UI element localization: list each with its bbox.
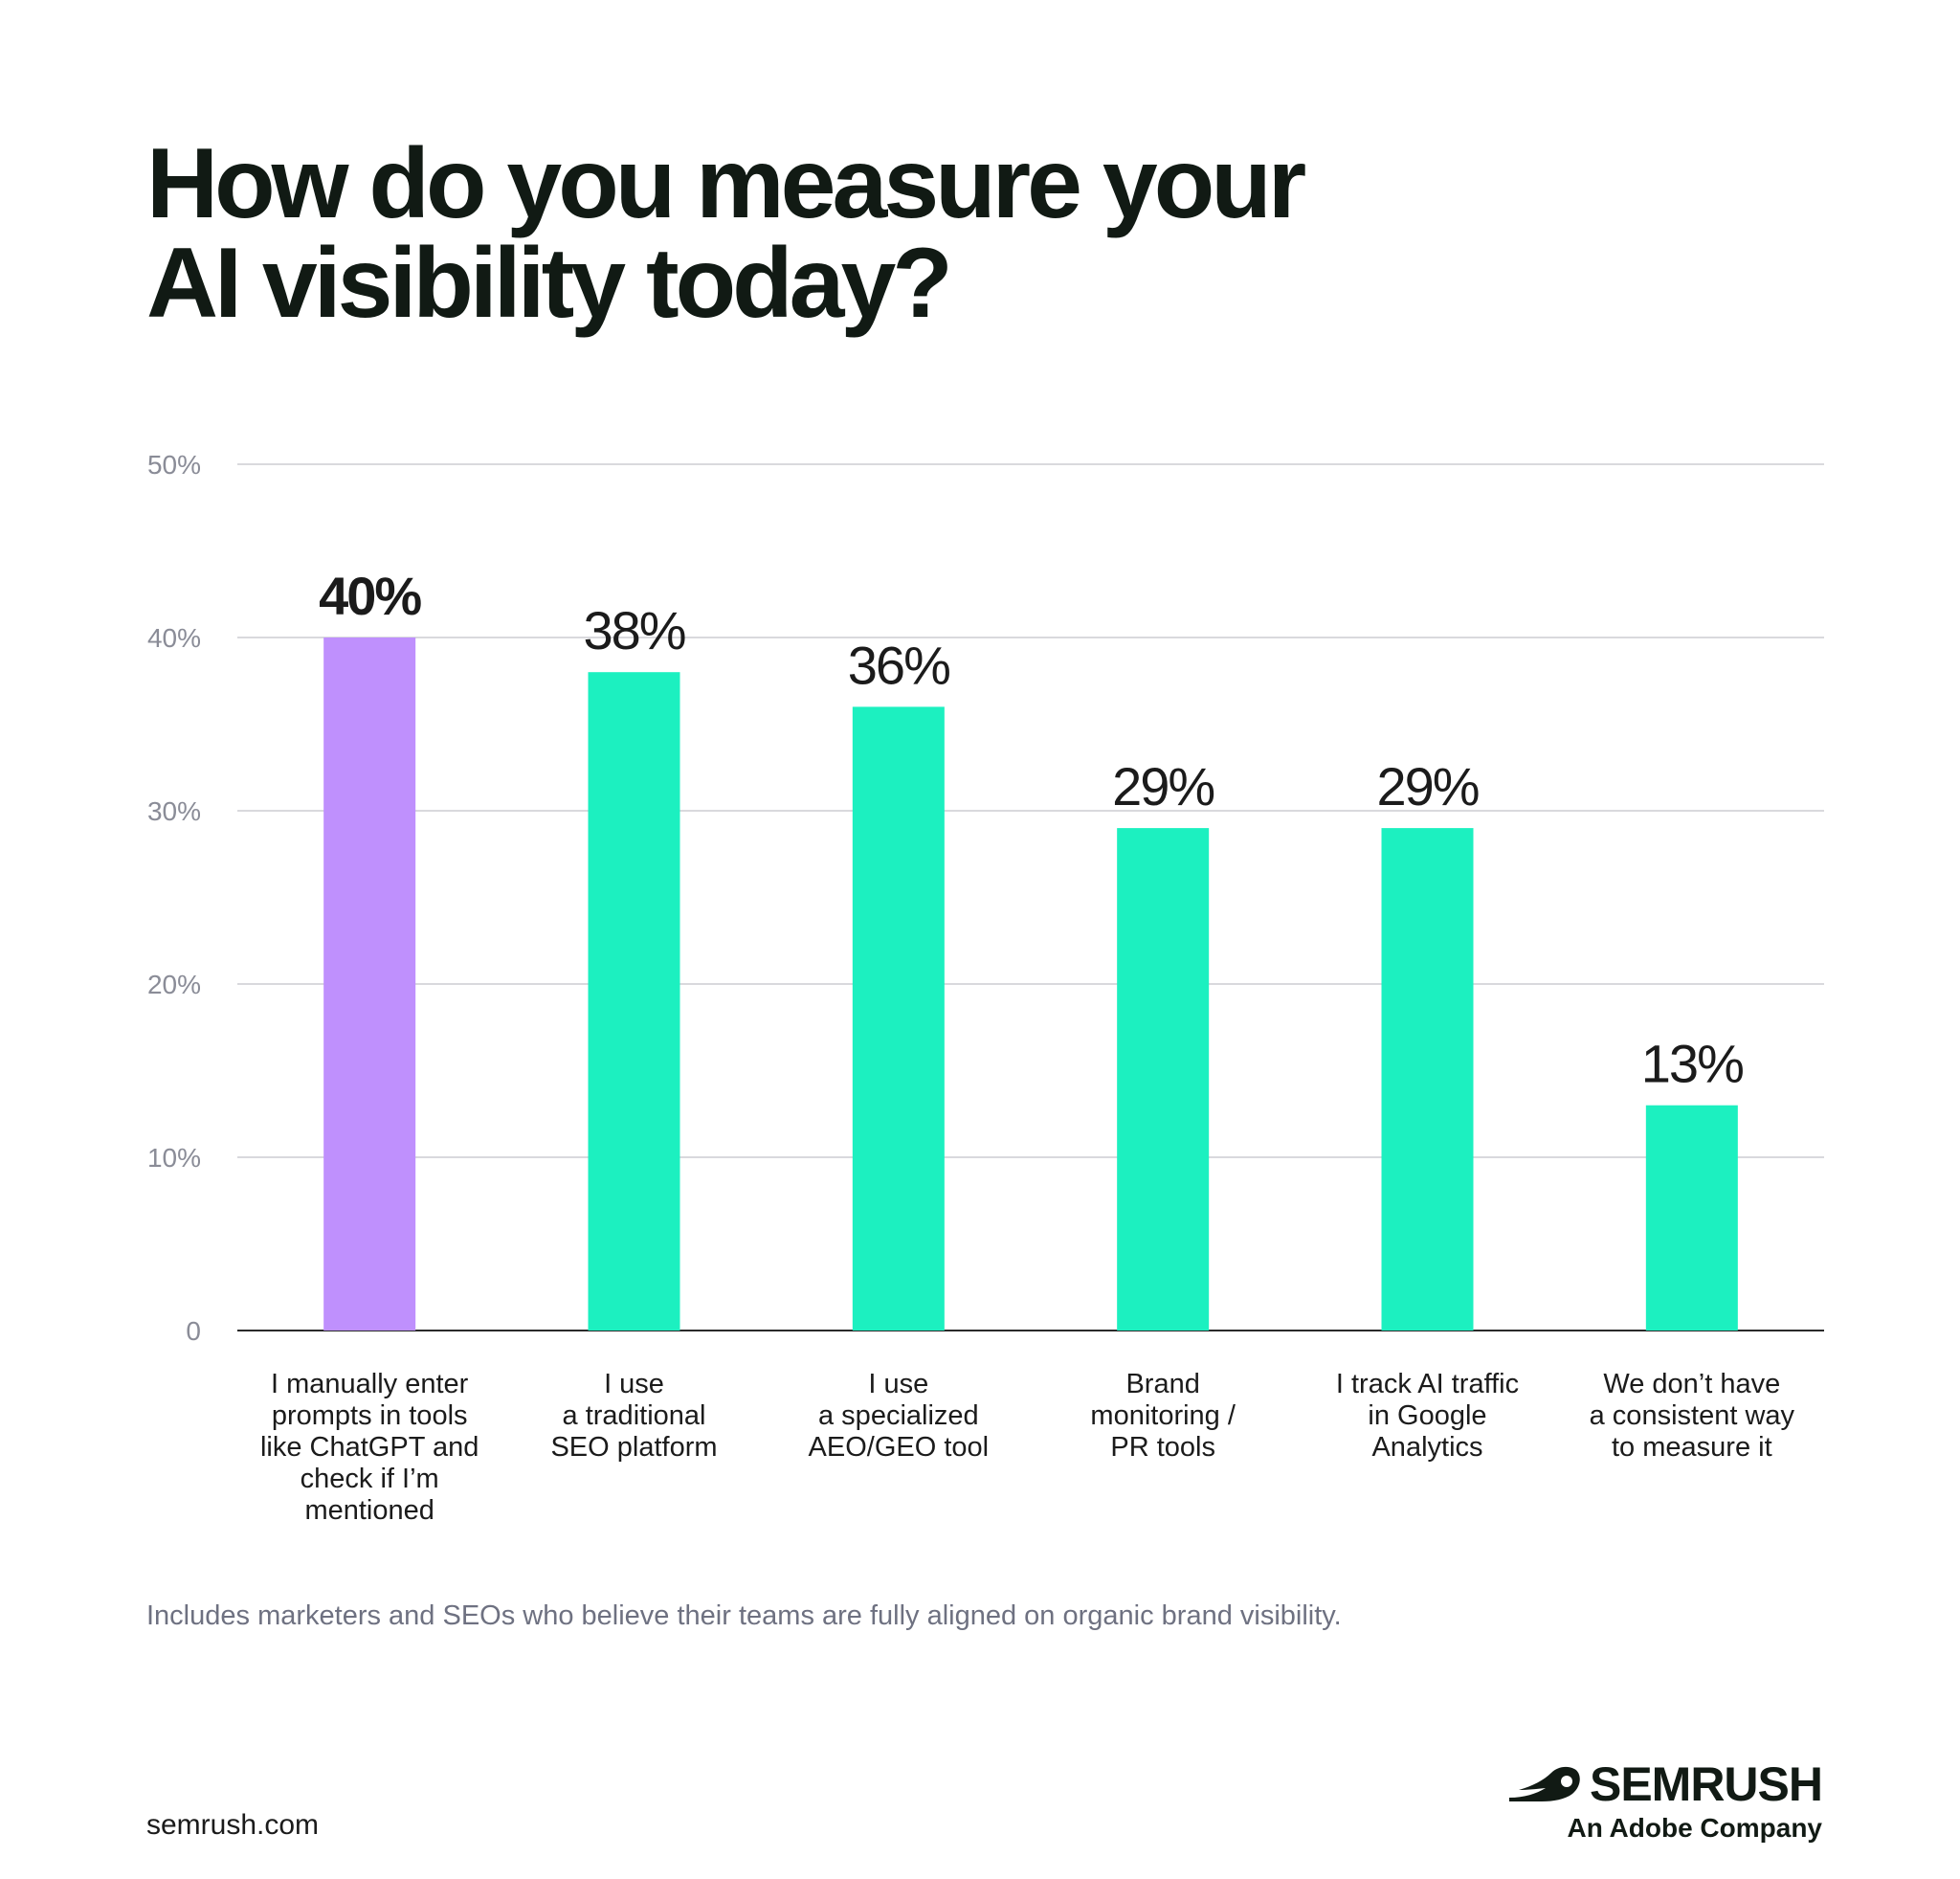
x-category-label-line: like ChatGPT and bbox=[260, 1432, 479, 1463]
x-category-label-line: check if I’m bbox=[301, 1464, 439, 1494]
x-category-label: I manually enter prompts in tools like Cha… bbox=[260, 1369, 479, 1526]
x-category-label-line: I track AI traffic bbox=[1336, 1369, 1519, 1399]
bar-chart: 0 10% 20% 30% 40% 50% 40% I manually enter promp… bbox=[147, 450, 1824, 1526]
chart-title: How do you measure your AI visibility to… bbox=[146, 134, 1582, 333]
x-category-label: I use a traditional SEO platform bbox=[550, 1369, 717, 1463]
bar bbox=[1381, 828, 1474, 1331]
x-category-label-line: mentioned bbox=[304, 1495, 434, 1526]
y-tick-label: 30% bbox=[147, 796, 201, 826]
y-tick-label: 0 bbox=[186, 1316, 201, 1346]
x-category-label-line: I use bbox=[868, 1369, 928, 1399]
bar bbox=[1645, 1105, 1738, 1331]
y-tick-label: 20% bbox=[147, 970, 201, 999]
x-category-label-line: Analytics bbox=[1371, 1432, 1482, 1463]
x-category-label-line: SEO platform bbox=[550, 1432, 717, 1463]
x-category-label: We don’t have a consistent way to measure … bbox=[1590, 1369, 1795, 1463]
brand-tagline: An Adobe Company bbox=[1567, 1813, 1822, 1843]
bar-value-label: 13% bbox=[1641, 1034, 1743, 1094]
x-category-label: I use a specialized AEO/GEO tool bbox=[809, 1369, 990, 1463]
title-line-2: AI visibility today? bbox=[146, 228, 953, 339]
x-category-label-line: AEO/GEO tool bbox=[809, 1432, 990, 1463]
x-category-label-line: to measure it bbox=[1612, 1432, 1772, 1463]
semrush-fire-icon bbox=[1508, 1766, 1580, 1801]
x-category-label-line: Brand bbox=[1125, 1369, 1199, 1399]
brand-logo: SEMRUSH An Adobe Company bbox=[1507, 1757, 1823, 1844]
y-tick-label: 10% bbox=[147, 1143, 201, 1173]
bar-value-label: 36% bbox=[848, 635, 949, 695]
brand-name: SEMRUSH bbox=[1589, 1757, 1823, 1811]
x-category-label-line: prompts in tools bbox=[272, 1400, 468, 1431]
bar-value-label: 40% bbox=[319, 566, 421, 626]
x-category-label-line: monitoring / bbox=[1090, 1400, 1236, 1431]
bar-value-label: 38% bbox=[583, 600, 684, 660]
x-category-label-line: PR tools bbox=[1110, 1432, 1215, 1463]
x-category-label: Brand monitoring / PR tools bbox=[1090, 1369, 1236, 1463]
y-tick-label: 40% bbox=[147, 623, 201, 653]
bar-value-label: 29% bbox=[1112, 756, 1214, 816]
title-line-1: How do you measure your bbox=[146, 128, 1306, 239]
bar bbox=[852, 706, 945, 1331]
footnote: Includes marketers and SEOs who believe … bbox=[146, 1600, 1342, 1631]
bar-value-label: 29% bbox=[1376, 756, 1478, 816]
site-url: semrush.com bbox=[146, 1809, 320, 1841]
x-category-label: I track AI traffic in Google Analytics bbox=[1336, 1369, 1519, 1463]
x-category-label-line: We don’t have bbox=[1603, 1369, 1780, 1399]
x-category-label-line: in Google bbox=[1368, 1400, 1486, 1431]
y-tick-label: 50% bbox=[147, 450, 201, 480]
bar bbox=[588, 672, 680, 1331]
bar bbox=[323, 638, 416, 1331]
bar bbox=[1117, 828, 1210, 1331]
x-category-label-line: I use bbox=[604, 1369, 664, 1399]
x-category-label-line: a traditional bbox=[563, 1400, 706, 1431]
x-category-label-line: a specialized bbox=[818, 1400, 979, 1431]
x-category-label-line: I manually enter bbox=[271, 1369, 469, 1399]
x-category-label-line: a consistent way bbox=[1590, 1400, 1795, 1431]
